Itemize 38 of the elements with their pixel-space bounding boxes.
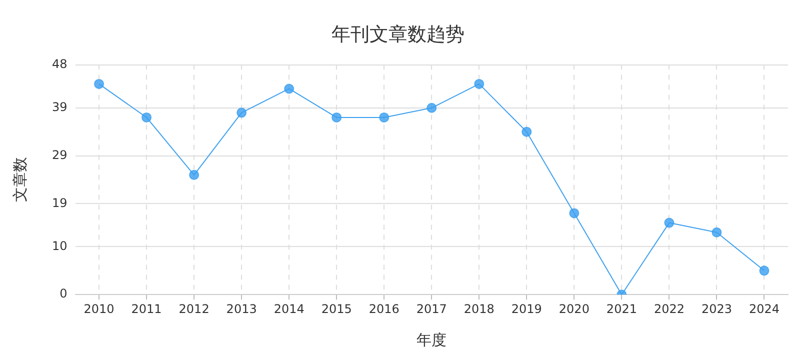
x-tick-label: 2012 — [178, 302, 210, 316]
point — [236, 108, 247, 118]
x-tick-label: 2023 — [701, 302, 732, 316]
point — [522, 126, 532, 137]
point — [379, 112, 390, 122]
x-tick-label: 2015 — [321, 302, 352, 316]
x-tick-label: 2018 — [464, 302, 494, 316]
x-tick-label: 2010 — [84, 302, 114, 316]
x-tick-label: 2022 — [654, 302, 684, 316]
x-tick-label: 2017 — [416, 302, 447, 316]
point — [332, 112, 342, 122]
point — [664, 218, 674, 228]
y-tick-label: 10 — [52, 238, 68, 253]
point — [94, 78, 104, 89]
point — [759, 266, 770, 276]
point — [569, 208, 580, 218]
x-tick-label: 2019 — [511, 302, 542, 316]
y-tick-label: 29 — [52, 148, 68, 162]
y-tick-label: 48 — [52, 56, 68, 71]
x-tick-label: 2024 — [748, 302, 780, 316]
x-tick-label: 2011 — [131, 302, 162, 316]
y-tick-label: 0 — [60, 286, 68, 301]
y-axis-title: 文章数 — [10, 157, 29, 202]
x-axis-title: 年度 — [416, 330, 447, 349]
x-tick-label: 2016 — [368, 302, 400, 316]
point — [474, 78, 484, 89]
x-tick-label: 2021 — [606, 302, 637, 316]
y-tick-label: 39 — [52, 100, 68, 114]
point — [189, 170, 200, 180]
x-tick-label: 2020 — [558, 302, 590, 316]
x-tick-label: 2013 — [226, 302, 257, 316]
point — [712, 227, 722, 238]
point — [284, 84, 294, 94]
y-tick-label: 19 — [52, 196, 68, 210]
point — [142, 112, 152, 122]
chart-title: 年刊文章数趋势 — [332, 23, 464, 46]
point — [426, 102, 437, 113]
x-tick-label: 2014 — [274, 302, 304, 316]
